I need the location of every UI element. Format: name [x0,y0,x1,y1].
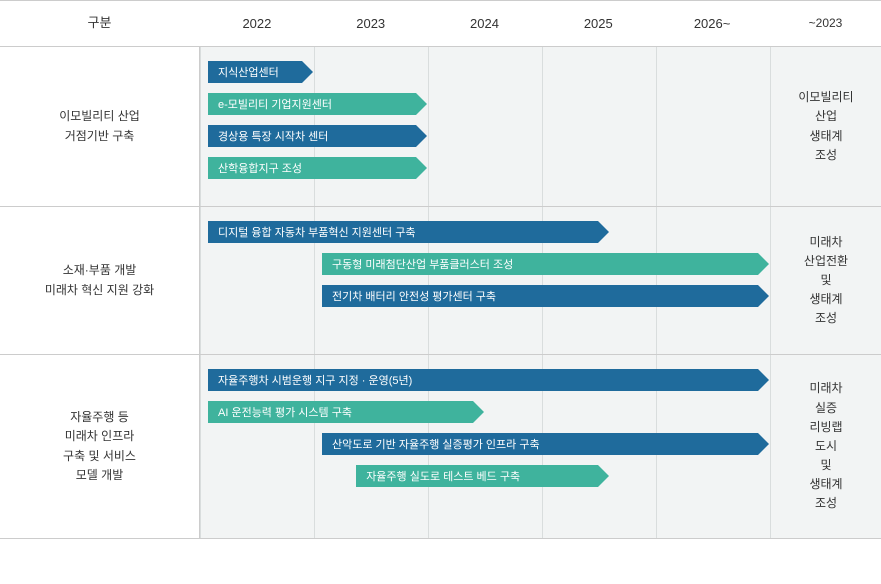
arrow-label: 산악도로 기반 자율주행 실증평가 인프라 구축 [332,436,540,452]
goal-line: 및 [820,456,831,475]
arrow-label: AI 운전능력 평가 시스템 구축 [218,404,352,420]
section-row: 소재·부품 개발미래차 혁신 지원 강화디지털 융합 자동차 부품혁신 지원센터… [0,207,881,355]
timeline-arrow: AI 운전능력 평가 시스템 구축 [208,401,473,423]
gridline [656,47,657,206]
roadmap-table: 구분 2022 2023 2024 2025 2026~ ~2023 이모빌리티… [0,0,881,539]
timeline-arrow: 산학융합지구 조성 [208,157,416,179]
timeline-arrow: 구동형 미래첨단산업 부품클러스터 조성 [322,253,758,275]
timeline-arrow: 지식산업센터 [208,61,302,83]
arrow-label: 경상용 특장 시작차 센터 [218,128,328,144]
goal-line: 산업 [815,107,837,126]
year-col-2022: 2022 [200,1,314,46]
goal-cell: 미래차실증리빙랩도시및생태계조성 [770,355,881,538]
category-cell: 자율주행 등미래차 인프라구축 및 서비스모델 개발 [0,355,200,538]
year-col-2024: 2024 [428,1,542,46]
goal-line: 조성 [815,309,837,328]
timeline-arrow: 자율주행차 시범운행 지구 지정 · 운영(5년) [208,369,758,391]
timeline-arrow: e-모빌리티 기업지원센터 [208,93,416,115]
goal-line: 및 [820,271,831,290]
category-cell: 이모빌리티 산업거점기반 구축 [0,47,200,206]
section-row: 자율주행 등미래차 인프라구축 및 서비스모델 개발자율주행차 시범운행 지구 … [0,355,881,539]
timeline-cell: 디지털 융합 자동차 부품혁신 지원센터 구축구동형 미래첨단산업 부품클러스터… [200,207,770,354]
arrow-label: 산학융합지구 조성 [218,160,302,176]
arrow-label: e-모빌리티 기업지원센터 [218,96,332,112]
year-col-2023: 2023 [314,1,428,46]
goal-line: 생태계 [809,290,842,309]
arrow-label: 자율주행 실도로 테스트 베드 구축 [366,468,520,484]
gridline [200,355,201,538]
arrow-label: 구동형 미래첨단산업 부품클러스터 조성 [332,256,513,272]
year-col-2026: 2026~ [655,1,769,46]
goal-line: 리빙랩 [809,418,842,437]
section-row: 이모빌리티 산업거점기반 구축지식산업센터e-모빌리티 기업지원센터경상용 특장… [0,47,881,207]
goal-line: 생태계 [809,127,842,146]
goal-line: 도시 [815,437,837,456]
timeline-cell: 자율주행차 시범운행 지구 지정 · 운영(5년) AI 운전능력 평가 시스템 … [200,355,770,538]
category-line: 구축 및 서비스 [63,447,136,466]
goal-line: 미래차 [809,379,842,398]
timeline-arrow: 디지털 융합 자동차 부품혁신 지원센터 구축 [208,221,598,243]
year-col-2025: 2025 [541,1,655,46]
gridline [428,47,429,206]
timeline-cell: 지식산업센터 e-모빌리티 기업지원센터경상용 특장 시작차 센터산학융합지구 조… [200,47,770,206]
timeline-arrow: 경상용 특장 시작차 센터 [208,125,416,147]
goal-cell: 미래차산업전환및생태계조성 [770,207,881,354]
goal-line: 생태계 [809,475,842,494]
goal-line: 이모빌리티 [798,88,853,107]
timeline-arrow: 전기차 배터리 안전성 평가센터 구축 [322,285,758,307]
category-line: 미래차 인프라 [65,427,135,446]
header-goal: ~2023 [770,1,881,46]
category-line: 자율주행 등 [70,408,129,427]
goal-line: 실증 [815,399,837,418]
goal-line: 조성 [815,494,837,513]
category-line: 소재·부품 개발 [63,261,137,280]
gridline [200,207,201,354]
category-line: 거점기반 구축 [65,127,135,146]
gridline [542,47,543,206]
category-cell: 소재·부품 개발미래차 혁신 지원 강화 [0,207,200,354]
arrow-label: 지식산업센터 [218,64,279,80]
category-line: 모델 개발 [76,466,124,485]
category-line: 이모빌리티 산업 [59,107,140,126]
timeline-arrow: 산악도로 기반 자율주행 실증평가 인프라 구축 [322,433,758,455]
header-row: 구분 2022 2023 2024 2025 2026~ ~2023 [0,1,881,47]
arrow-label: 자율주행차 시범운행 지구 지정 · 운영(5년) [218,372,412,388]
header-years: 2022 2023 2024 2025 2026~ [200,1,770,46]
goal-line: 미래차 [809,233,842,252]
goal-line: 조성 [815,146,837,165]
category-line: 미래차 혁신 지원 강화 [45,281,154,300]
arrow-label: 디지털 융합 자동차 부품혁신 지원센터 구축 [218,224,415,240]
goal-cell: 이모빌리티산업생태계조성 [770,47,881,206]
timeline-arrow: 자율주행 실도로 테스트 베드 구축 [356,465,598,487]
header-category: 구분 [0,1,200,46]
gridline [656,207,657,354]
goal-line: 산업전환 [804,252,848,271]
arrow-label: 전기차 배터리 안전성 평가센터 구축 [332,288,496,304]
gridline [200,47,201,206]
